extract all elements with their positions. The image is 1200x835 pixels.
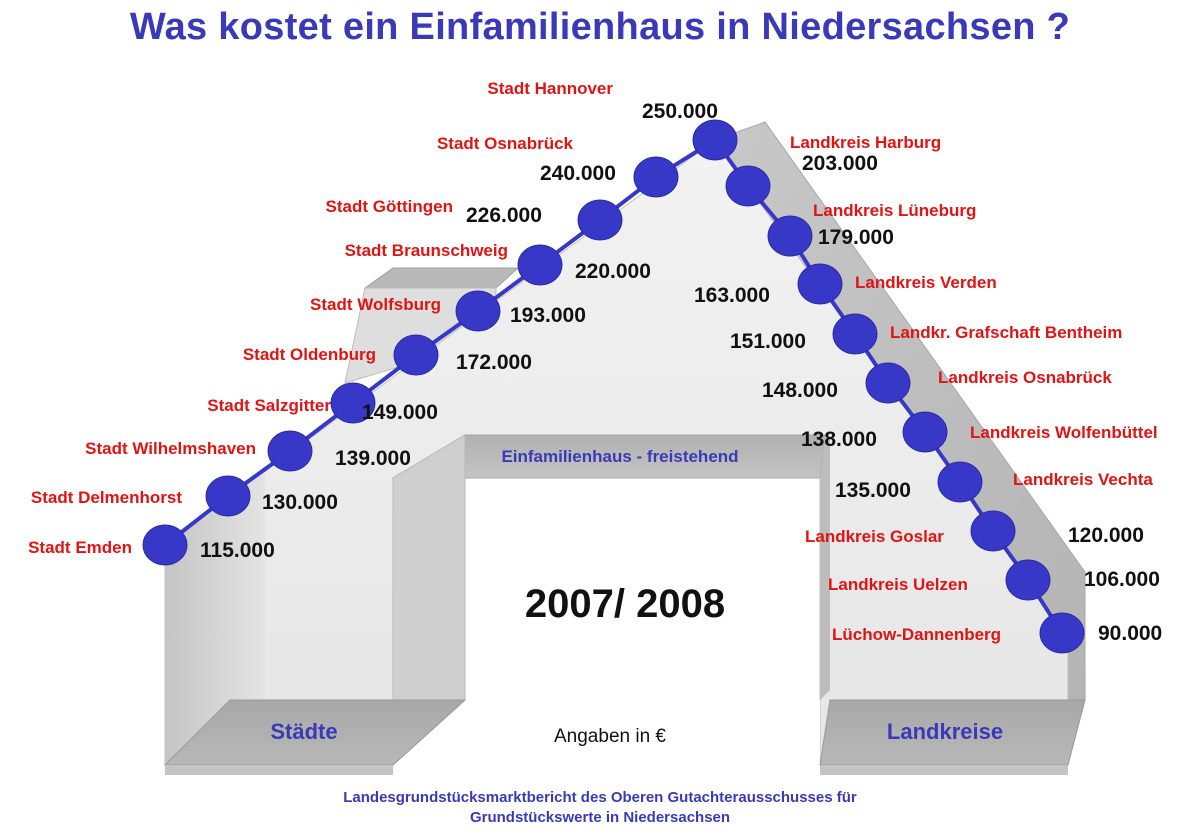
- price-marker: [970, 510, 1016, 552]
- price-marker: [832, 313, 878, 355]
- price-series: Stadt Emden 115.000 Stadt Delmenhorst 130.0…: [28, 79, 1162, 654]
- price-value-label: 172.000: [456, 351, 532, 374]
- price-marker: [455, 290, 501, 332]
- house-type-label: Einfamilienhaus - freistehend: [501, 447, 738, 466]
- price-marker: [725, 165, 771, 207]
- price-marker: [267, 430, 313, 472]
- price-value-label: 138.000: [801, 428, 877, 451]
- left-base-label: Städte: [270, 719, 337, 744]
- year-label: 2007/ 2008: [525, 582, 725, 626]
- price-marker: [937, 461, 983, 503]
- price-marker: [692, 119, 738, 161]
- region-label: Landkreis Osnabrück: [938, 368, 1112, 387]
- region-label: Stadt Oldenburg: [243, 345, 376, 364]
- region-label: Landkreis Lüneburg: [813, 201, 976, 220]
- region-label: Stadt Göttingen: [326, 197, 453, 216]
- price-value-label: 149.000: [362, 401, 438, 424]
- region-label: Landkreis Vechta: [1013, 470, 1153, 489]
- source-note: Landesgrundstücksmarktbericht des Oberen…: [0, 788, 1200, 828]
- price-value-label: 115.000: [200, 539, 275, 562]
- price-value-label: 90.000: [1098, 622, 1162, 645]
- price-value-label: 135.000: [835, 479, 911, 502]
- price-marker: [393, 334, 439, 376]
- region-label: Stadt Braunschweig: [345, 241, 508, 260]
- region-label: Landkreis Wolfenbüttel: [970, 423, 1158, 442]
- price-value-label: 130.000: [262, 491, 338, 514]
- unit-note: Angaben in €: [554, 726, 666, 747]
- price-value-label: 193.000: [510, 304, 586, 327]
- right-base-label: Landkreise: [887, 719, 1003, 744]
- price-marker: [1039, 612, 1085, 654]
- price-value-label: 240.000: [540, 162, 616, 185]
- price-value-label: 203.000: [802, 152, 878, 175]
- price-value-label: 163.000: [694, 284, 770, 307]
- price-value-label: 139.000: [335, 447, 411, 470]
- region-label: Lüchow-Dannenberg: [832, 625, 1001, 644]
- price-value-label: 120.000: [1068, 524, 1144, 547]
- region-label: Stadt Emden: [28, 538, 132, 557]
- chart-title: Was kostet ein Einfamilienhaus in Nieder…: [129, 6, 1071, 48]
- price-marker: [797, 263, 843, 305]
- price-marker: [767, 215, 813, 257]
- left-base-front: [165, 765, 393, 775]
- region-label: Landkreis Goslar: [805, 527, 944, 546]
- price-marker: [633, 156, 679, 198]
- price-value-label: 226.000: [466, 204, 542, 227]
- source-line-1: Landesgrundstücksmarktbericht des Oberen…: [343, 789, 857, 806]
- region-label: Stadt Wilhelmshaven: [85, 439, 256, 458]
- price-value-label: 106.000: [1084, 568, 1160, 591]
- price-marker: [142, 524, 188, 566]
- left-outer-wall: [165, 470, 265, 765]
- price-marker: [1005, 559, 1051, 601]
- price-value-label: 179.000: [818, 226, 894, 249]
- price-value-label: 148.000: [762, 379, 838, 402]
- region-label: Stadt Osnabrück: [437, 134, 574, 153]
- price-marker: [205, 475, 251, 517]
- right-base-front: [820, 765, 1068, 775]
- region-label: Landkreis Uelzen: [828, 575, 968, 594]
- region-label: Stadt Wolfsburg: [310, 295, 441, 314]
- door-right-jamb: [820, 435, 830, 700]
- region-label: Stadt Salzgitter: [207, 396, 331, 415]
- region-label: Stadt Delmenhorst: [31, 488, 182, 507]
- price-marker: [902, 411, 948, 453]
- region-label: Landkreis Harburg: [790, 133, 941, 152]
- region-label: Landkreis Verden: [855, 273, 997, 292]
- price-value-label: 220.000: [575, 260, 651, 283]
- region-label: Stadt Hannover: [487, 79, 613, 98]
- price-value-label: 250.000: [642, 100, 718, 123]
- price-marker: [577, 199, 623, 241]
- price-marker: [865, 362, 911, 404]
- door-floor: [465, 700, 820, 765]
- price-marker: [330, 382, 376, 424]
- price-value-label: 151.000: [730, 330, 806, 353]
- chimney-top: [363, 267, 520, 289]
- region-label: Landkr. Grafschaft Bentheim: [890, 323, 1122, 342]
- source-line-2: Grundstückswerte in Niedersachsen: [469, 809, 731, 826]
- price-marker: [517, 244, 563, 286]
